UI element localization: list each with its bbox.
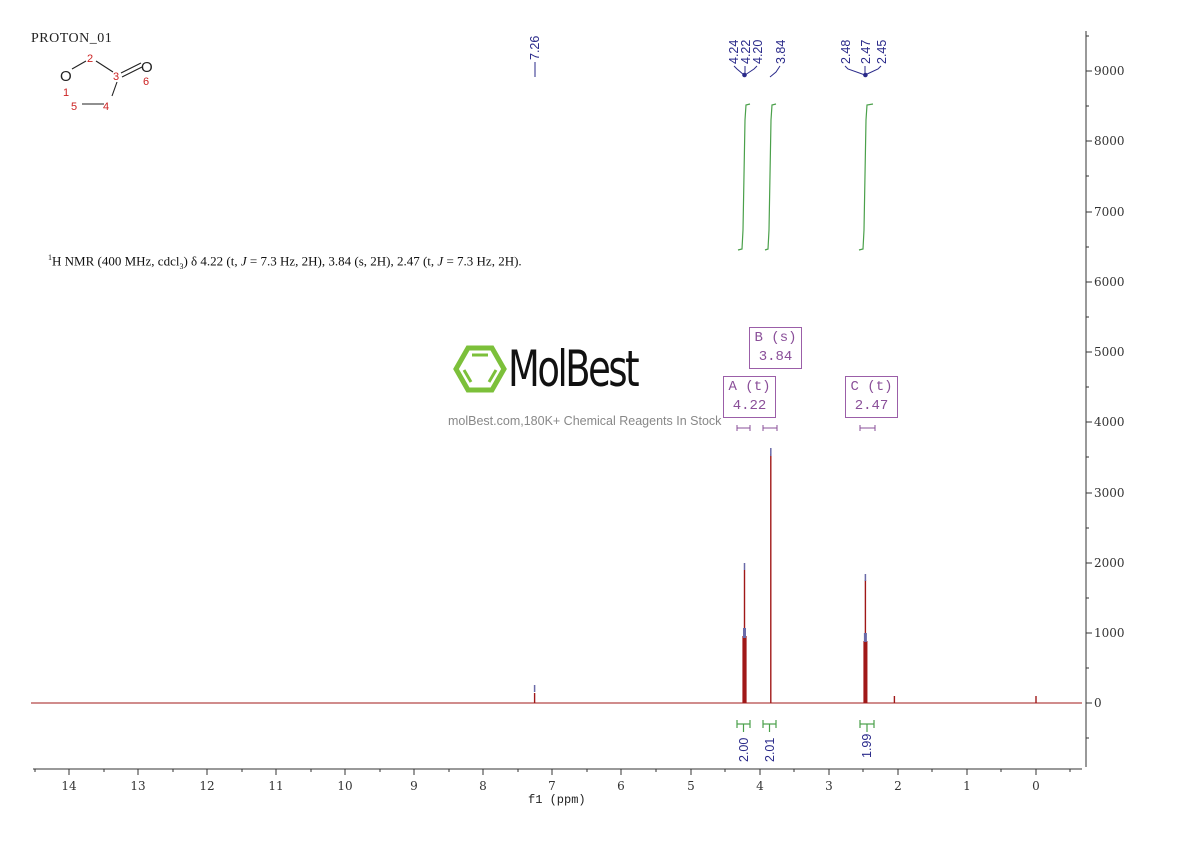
nmr-text-part: = 7.3 Hz, 2H). (443, 253, 522, 269)
svg-text:6000: 6000 (1094, 275, 1125, 289)
svg-text:4.22: 4.22 (739, 40, 753, 64)
multiplet-label: C (t) (850, 379, 893, 395)
nmr-text-part: = 7.3 Hz, 2H), 3.84 (s, 2H), 2.47 (t, (246, 253, 438, 269)
integral-ranges (736, 720, 875, 732)
isotope-superscript: 1 (48, 253, 52, 262)
svg-text:9: 9 (410, 779, 418, 793)
nmr-text-part: ) δ 4.22 (t, (183, 253, 241, 269)
svg-text:O: O (141, 59, 153, 76)
svg-text:2: 2 (894, 779, 902, 793)
svg-text:5: 5 (687, 779, 695, 793)
multiplet-shift: 3.84 (758, 349, 793, 365)
svg-text:3.84: 3.84 (774, 40, 788, 64)
multiplet-shift: 4.22 (732, 398, 767, 414)
multiplet-label: B (s) (754, 330, 797, 346)
svg-text:2.45: 2.45 (875, 40, 889, 64)
svg-text:14: 14 (61, 779, 77, 793)
multiplet-ranges (736, 425, 876, 431)
multiplet-shift: 2.47 (854, 398, 889, 414)
svg-text:2: 2 (87, 53, 93, 65)
svg-text:6: 6 (143, 76, 149, 88)
watermark-brand: MolBest (508, 340, 640, 398)
svg-text:4.20: 4.20 (751, 40, 765, 64)
svg-text:8000: 8000 (1094, 134, 1125, 148)
svg-text:0: 0 (1032, 779, 1040, 793)
molbest-logo-icon (453, 345, 507, 393)
coupling-symbol: J (240, 253, 247, 269)
spectrum-peaks (533, 454, 1037, 703)
peak-label-leaders (534, 62, 882, 78)
multiplet-label: A (t) (728, 379, 771, 395)
svg-text:3: 3 (825, 779, 833, 793)
svg-text:1: 1 (963, 779, 971, 793)
svg-text:O: O (60, 68, 72, 85)
svg-text:0: 0 (1094, 696, 1102, 710)
integral-labels: 2.00 2.01 1.99 (737, 734, 874, 762)
svg-text:4: 4 (103, 101, 109, 113)
svg-text:6: 6 (617, 779, 625, 793)
svg-text:2.48: 2.48 (839, 40, 853, 64)
svg-text:9000: 9000 (1094, 64, 1125, 78)
nmr-text-part: H NMR (400 MHz, cdcl (52, 253, 180, 269)
nmr-summary-text: 1H NMR (400 MHz, cdcl3) δ 4.22 (t, J = 7… (48, 253, 522, 271)
svg-text:10: 10 (337, 779, 352, 793)
multiplet-box-a: A (t) 4.22 (723, 376, 776, 418)
x-axis-label: f1 (ppm) (528, 793, 586, 807)
svg-text:8: 8 (479, 779, 487, 793)
svg-text:2.47: 2.47 (859, 40, 873, 64)
svg-text:3000: 3000 (1094, 486, 1125, 500)
svg-text:2000: 2000 (1094, 556, 1125, 570)
svg-text:11: 11 (268, 779, 283, 793)
peak-markers (533, 448, 867, 692)
solvent-subscript: 3 (179, 261, 184, 271)
svg-text:2.01: 2.01 (763, 738, 777, 762)
integral-curves (737, 103, 874, 251)
svg-text:4000: 4000 (1094, 415, 1125, 429)
chemical-structure: O O 1 2 3 4 5 6 (60, 53, 153, 113)
svg-text:12: 12 (199, 779, 214, 793)
svg-text:5000: 5000 (1094, 345, 1125, 359)
svg-text:4.24: 4.24 (727, 40, 741, 64)
svg-text:5: 5 (71, 101, 77, 113)
svg-text:7: 7 (548, 779, 556, 793)
coupling-symbol: J (437, 253, 444, 269)
svg-text:1.99: 1.99 (860, 734, 874, 758)
multiplet-box-b: B (s) 3.84 (749, 327, 802, 369)
svg-text:7000: 7000 (1094, 205, 1125, 219)
spectrum-title: PROTON_01 (31, 31, 113, 46)
watermark-tagline: molBest.com,180K+ Chemical Reagents In S… (448, 414, 722, 428)
svg-text:3: 3 (113, 71, 119, 83)
svg-text:7.26: 7.26 (528, 36, 542, 60)
svg-text:2.00: 2.00 (737, 738, 751, 762)
peak-labels: 7.26 4.24 4.22 4.20 3.84 2.48 2.47 2.45 (528, 36, 889, 64)
svg-text:4: 4 (756, 779, 764, 793)
svg-text:1: 1 (63, 87, 69, 99)
multiplet-box-c: C (t) 2.47 (845, 376, 898, 418)
x-tick-labels: 14 13 12 11 10 9 8 7 6 5 4 3 2 1 0 (61, 779, 1039, 793)
x-axis (33, 768, 1082, 775)
svg-text:1000: 1000 (1094, 626, 1125, 640)
y-axis (1085, 31, 1092, 767)
svg-text:13: 13 (130, 779, 145, 793)
y-tick-labels: 0 1000 2000 3000 4000 5000 6000 7000 800… (1094, 64, 1125, 710)
